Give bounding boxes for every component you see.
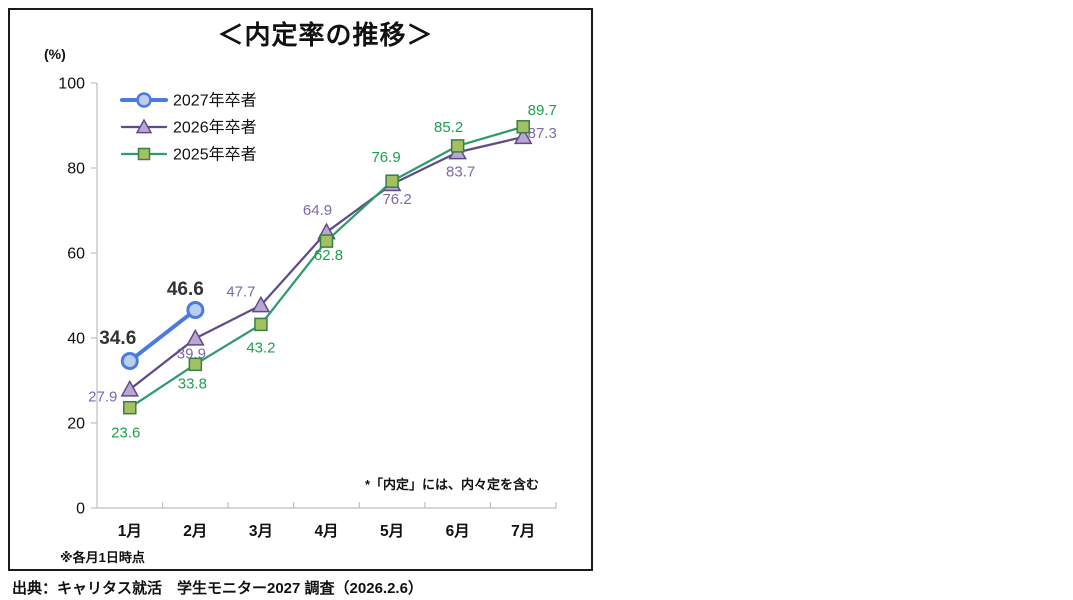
- x-tick-label: 2月: [183, 522, 207, 540]
- data-label: 34.6: [99, 328, 136, 349]
- data-label: 89.7: [528, 102, 557, 119]
- square-marker: [123, 400, 137, 415]
- triangle-marker: [186, 328, 205, 346]
- source-citation: 出典：キャリタス就活 学生モニター2027 調査（2026.2.6）: [12, 580, 423, 597]
- y-tick-label: 20: [67, 416, 85, 433]
- data-label: 87.3: [528, 125, 557, 142]
- square-marker: [319, 234, 334, 248]
- data-label: 85.2: [434, 119, 463, 136]
- y-tick-label: 0: [76, 501, 85, 518]
- footnote-naitei-definition: *「内定」には、内々定を含む: [364, 477, 539, 492]
- square-marker: [188, 357, 203, 372]
- triangle-marker: [135, 118, 153, 134]
- chart-frame: ＜内定率の推移＞ (%) 0 20 40 60 80 100 1月 2月 3月 4月 5月 6月 7月 2…: [8, 8, 593, 571]
- legend-label: 2025年卒者: [173, 146, 257, 164]
- data-label: 62.8: [314, 247, 343, 264]
- data-label: 76.2: [382, 191, 411, 208]
- y-tick-label: 40: [67, 331, 85, 348]
- data-label: 43.2: [246, 339, 275, 356]
- circle-marker: [136, 92, 152, 108]
- square-marker: [516, 120, 530, 134]
- x-tick-label: 1月: [118, 522, 142, 540]
- legend-label: 2027年卒者: [173, 92, 257, 110]
- circle-marker: [120, 351, 139, 370]
- data-label: 27.9: [88, 388, 117, 405]
- y-tick-label: 100: [58, 76, 85, 93]
- data-label: 47.7: [226, 283, 255, 300]
- data-label: 64.9: [303, 202, 332, 219]
- x-tick-label: 7月: [511, 522, 535, 540]
- legend-label: 2026年卒者: [173, 119, 257, 137]
- series-2027年卒者: 34.6 46.6: [99, 279, 205, 370]
- y-tick-label: 80: [67, 161, 85, 178]
- data-label: 76.9: [371, 149, 400, 166]
- circle-marker: [186, 300, 205, 319]
- square-marker: [450, 139, 465, 153]
- y-axis-unit-label: (%): [44, 46, 66, 62]
- legend-item-2027年卒者: 2027年卒者: [120, 92, 257, 110]
- square-marker: [385, 174, 399, 188]
- x-tick-label: 5月: [380, 522, 404, 540]
- series-2026年卒者: 27.939.947.764.976.283.787.3: [88, 125, 557, 405]
- data-label: 33.8: [178, 375, 207, 392]
- x-tick-label: 4月: [314, 522, 338, 540]
- legend: 2027年卒者 2026年卒者 2025年卒者: [120, 92, 257, 164]
- series-2025年卒者: 23.6 33.8 43.2 62.8 76.9 85.2 89.7: [111, 102, 557, 442]
- triangle-marker: [120, 379, 140, 397]
- triangle-marker: [513, 127, 533, 145]
- series-line: [127, 307, 198, 363]
- data-label: 23.6: [111, 425, 140, 442]
- data-label: 46.6: [167, 279, 204, 300]
- chart-title: ＜内定率の推移＞: [217, 20, 434, 50]
- footnote-as-of-date: ※各月1日時点: [60, 550, 145, 565]
- y-tick-label: 60: [67, 246, 85, 263]
- x-tick-label: 6月: [446, 522, 470, 540]
- triangle-marker: [251, 295, 271, 313]
- square-marker: [137, 147, 151, 161]
- data-label: 83.7: [446, 163, 475, 180]
- legend-item-2026年卒者: 2026年卒者: [120, 118, 257, 137]
- legend-item-2025年卒者: 2025年卒者: [120, 146, 257, 164]
- square-marker: [254, 317, 268, 332]
- x-tick-label: 3月: [249, 522, 273, 540]
- axes: 0 20 40 60 80 100 1月 2月 3月 4月 5月 6月 7月: [58, 76, 557, 540]
